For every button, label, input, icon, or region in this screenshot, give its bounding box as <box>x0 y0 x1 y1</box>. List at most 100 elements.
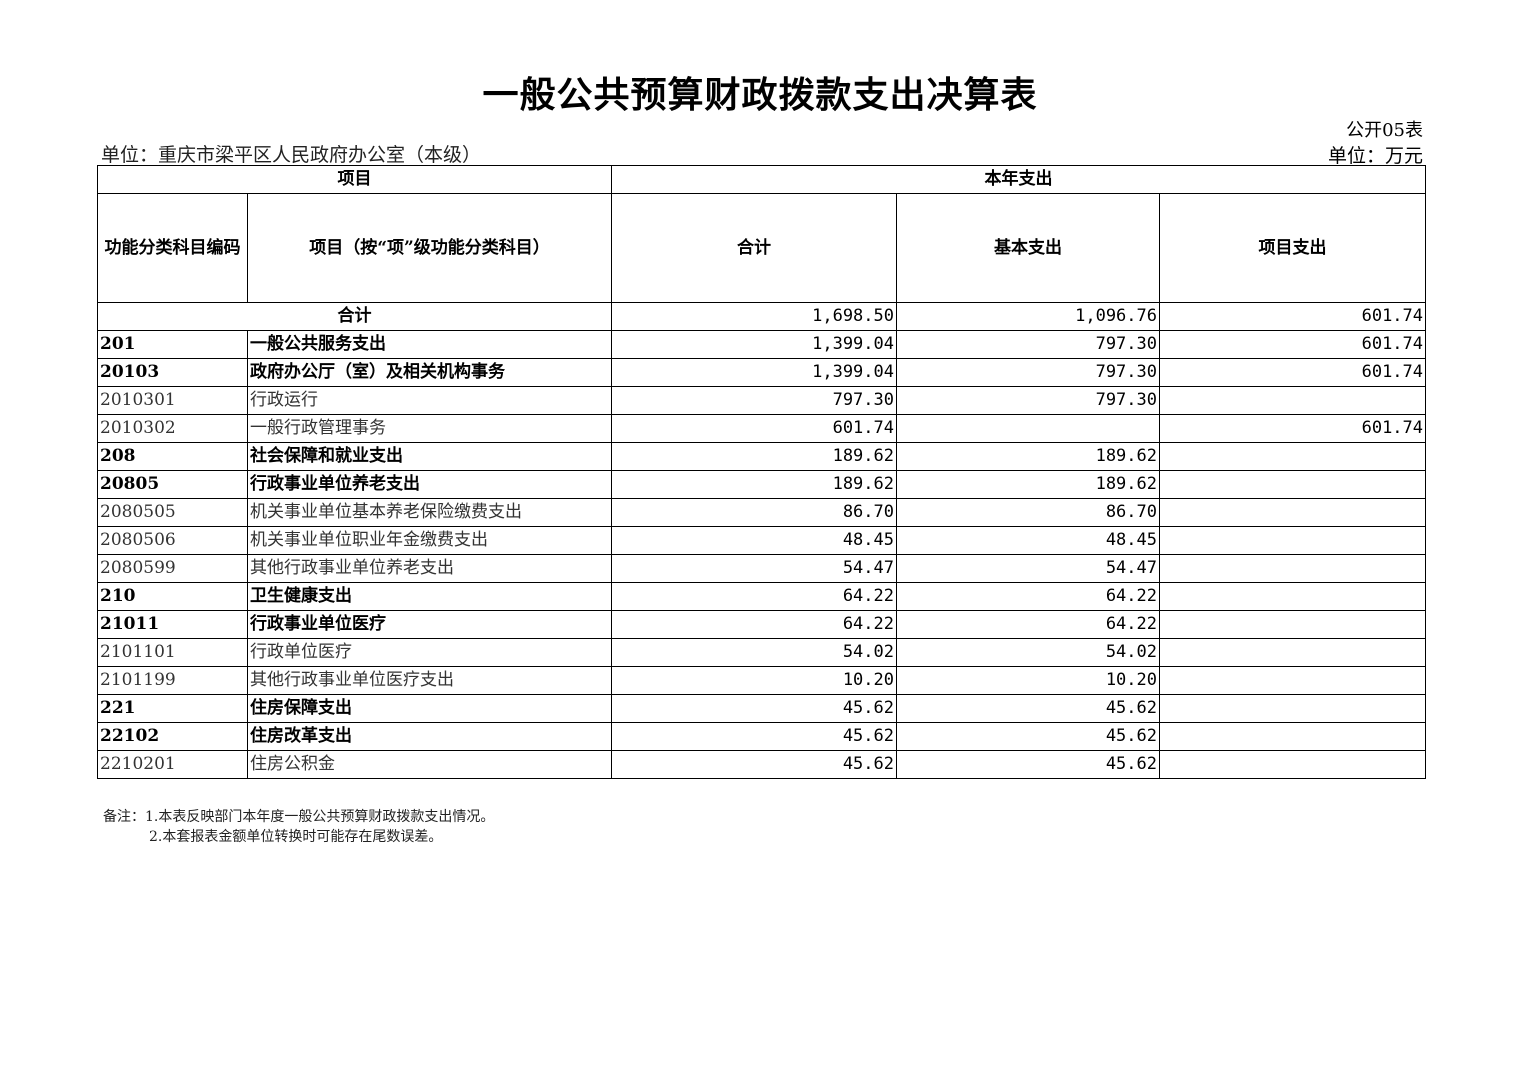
cell-name: 行政运行 <box>247 386 612 415</box>
cell-project <box>1158 554 1427 583</box>
header-row-1: 项目 本年支出 <box>97 165 1427 194</box>
cell-name: 机关事业单位职业年金缴费支出 <box>247 526 612 555</box>
cell-basic: 64.22 <box>896 610 1160 639</box>
cell-project <box>1158 470 1427 499</box>
table-row: 210 卫生健康支出 64.22 64.22 <box>97 582 1427 611</box>
cell-name: 住房改革支出 <box>247 722 612 751</box>
header-total: 合计 <box>611 193 897 303</box>
cell-code: 2210201 <box>97 750 248 779</box>
cell-basic: 797.30 <box>896 386 1160 415</box>
cell-basic: 86.70 <box>896 498 1160 527</box>
cell-name: 一般公共服务支出 <box>247 330 612 359</box>
table-row: 2101101 行政单位医疗 54.02 54.02 <box>97 638 1427 667</box>
cell-total: 45.62 <box>611 694 897 723</box>
cell-total: 1,399.04 <box>611 358 897 387</box>
total-project: 601.74 <box>1158 302 1427 331</box>
table-row: 2210201 住房公积金 45.62 45.62 <box>97 750 1427 779</box>
cell-total: 54.47 <box>611 554 897 583</box>
cell-code: 210 <box>97 582 248 611</box>
table-row: 2101199 其他行政事业单位医疗支出 10.20 10.20 <box>97 666 1427 695</box>
reporting-unit: 单位：重庆市梁平区人民政府办公室（本级） <box>101 144 482 166</box>
cell-project: 601.74 <box>1158 414 1427 443</box>
cell-project <box>1158 750 1427 779</box>
cell-total: 45.62 <box>611 722 897 751</box>
cell-project <box>1158 694 1427 723</box>
cell-name: 政府办公厅（室）及相关机构事务 <box>247 358 612 387</box>
cell-total: 10.20 <box>611 666 897 695</box>
cell-basic: 54.02 <box>896 638 1160 667</box>
cell-basic: 48.45 <box>896 526 1160 555</box>
cell-project <box>1158 582 1427 611</box>
total-row: 合计 1,698.50 1,096.76 601.74 <box>97 302 1427 331</box>
cell-code: 22102 <box>97 722 248 751</box>
cell-code: 21011 <box>97 610 248 639</box>
table-row: 20103 政府办公厅（室）及相关机构事务 1,399.04 797.30 601.74 <box>97 358 1427 387</box>
cell-project <box>1158 526 1427 555</box>
table-row: 2010302 一般行政管理事务 601.74 601.74 <box>97 414 1427 443</box>
header-name: 项目（按“项”级功能分类科目） <box>247 193 612 303</box>
cell-project <box>1158 610 1427 639</box>
table-row: 208 社会保障和就业支出 189.62 189.62 <box>97 442 1427 471</box>
cell-total: 54.02 <box>611 638 897 667</box>
cell-basic: 45.62 <box>896 694 1160 723</box>
cell-project <box>1158 666 1427 695</box>
header-basic: 基本支出 <box>896 193 1160 303</box>
cell-code: 2010302 <box>97 414 248 443</box>
cell-name: 机关事业单位基本养老保险缴费支出 <box>247 498 612 527</box>
table-row: 20805 行政事业单位养老支出 189.62 189.62 <box>97 470 1427 499</box>
cell-total: 64.22 <box>611 610 897 639</box>
total-basic: 1,096.76 <box>896 302 1160 331</box>
cell-name: 行政事业单位医疗 <box>247 610 612 639</box>
table-row: 2080505 机关事业单位基本养老保险缴费支出 86.70 86.70 <box>97 498 1427 527</box>
cell-basic: 189.62 <box>896 470 1160 499</box>
cell-code: 2080599 <box>97 554 248 583</box>
expenditure-table: 项目 本年支出 功能分类科目编码 项目（按“项”级功能分类科目） 合计 基本支出… <box>97 165 1427 779</box>
cell-total: 86.70 <box>611 498 897 527</box>
cell-basic: 189.62 <box>896 442 1160 471</box>
cell-code: 2080505 <box>97 498 248 527</box>
cell-basic: 54.47 <box>896 554 1160 583</box>
cell-basic: 797.30 <box>896 330 1160 359</box>
cell-code: 2101199 <box>97 666 248 695</box>
cell-total: 601.74 <box>611 414 897 443</box>
cell-total: 45.62 <box>611 750 897 779</box>
table-number: 公开05表 <box>1346 120 1423 141</box>
cell-code: 20805 <box>97 470 248 499</box>
cell-name: 行政单位医疗 <box>247 638 612 667</box>
cell-basic: 64.22 <box>896 582 1160 611</box>
table-row: 201 一般公共服务支出 1,399.04 797.30 601.74 <box>97 330 1427 359</box>
cell-name: 住房保障支出 <box>247 694 612 723</box>
cell-total: 189.62 <box>611 470 897 499</box>
cell-basic: 797.30 <box>896 358 1160 387</box>
cell-basic: 10.20 <box>896 666 1160 695</box>
cell-total: 64.22 <box>611 582 897 611</box>
cell-total: 797.30 <box>611 386 897 415</box>
cell-name: 社会保障和就业支出 <box>247 442 612 471</box>
cell-project <box>1158 722 1427 751</box>
cell-code: 20103 <box>97 358 248 387</box>
cell-name: 卫生健康支出 <box>247 582 612 611</box>
cell-project <box>1158 498 1427 527</box>
table-row: 21011 行政事业单位医疗 64.22 64.22 <box>97 610 1427 639</box>
table-row: 2080599 其他行政事业单位养老支出 54.47 54.47 <box>97 554 1427 583</box>
page-title: 一般公共预算财政拨款支出决算表 <box>482 74 1038 116</box>
header-item: 项目 <box>97 165 612 194</box>
cell-code: 2010301 <box>97 386 248 415</box>
currency-unit: 单位：万元 <box>1327 145 1423 167</box>
header-project: 项目支出 <box>1158 193 1427 303</box>
cell-name: 行政事业单位养老支出 <box>247 470 612 499</box>
cell-basic <box>896 414 1160 443</box>
header-current-year: 本年支出 <box>610 165 1427 194</box>
table-row: 2080506 机关事业单位职业年金缴费支出 48.45 48.45 <box>97 526 1427 555</box>
cell-project: 601.74 <box>1158 358 1427 387</box>
cell-total: 1,399.04 <box>611 330 897 359</box>
cell-name: 其他行政事业单位养老支出 <box>247 554 612 583</box>
cell-code: 208 <box>97 442 248 471</box>
table-row: 2010301 行政运行 797.30 797.30 <box>97 386 1427 415</box>
cell-project: 601.74 <box>1158 330 1427 359</box>
note-2: 2.本套报表金额单位转换时可能存在尾数误差。 <box>149 829 443 845</box>
cell-code: 221 <box>97 694 248 723</box>
cell-basic: 45.62 <box>896 722 1160 751</box>
cell-name: 其他行政事业单位医疗支出 <box>247 666 612 695</box>
cell-name: 一般行政管理事务 <box>247 414 612 443</box>
